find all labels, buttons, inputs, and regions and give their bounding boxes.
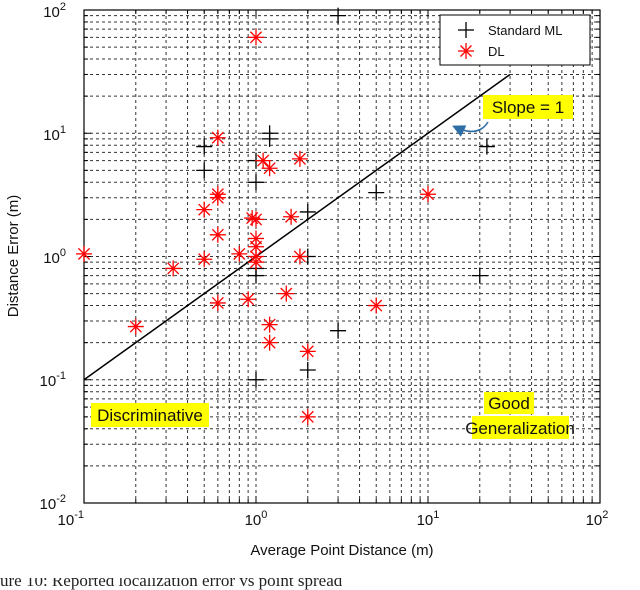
- dl-point: [248, 230, 264, 247]
- dl-point: [291, 150, 308, 167]
- slope-one-line: [83, 73, 511, 381]
- annotation-good-text: Good: [488, 394, 530, 413]
- data-points: [76, 7, 495, 425]
- dl-point: [420, 186, 436, 203]
- standard-ml-point: [330, 7, 347, 24]
- standard-ml-point: [368, 184, 385, 201]
- dl-point: [278, 285, 295, 302]
- standard-ml-point: [330, 322, 347, 339]
- legend: Standard ML DL: [439, 14, 591, 66]
- standard-ml-point: [471, 267, 488, 284]
- dl-point: [127, 318, 144, 335]
- annotation-generalization-text: Generalization: [465, 419, 575, 438]
- dl-point: [255, 152, 272, 169]
- dl-point: [209, 186, 226, 203]
- dl-point: [248, 29, 264, 46]
- annotation-slope-arrow: [452, 121, 489, 137]
- dl-point: [299, 408, 316, 425]
- standard-ml-point: [196, 138, 213, 155]
- legend-label-standard-ml: Standard ML: [488, 23, 562, 38]
- dl-point: [165, 260, 182, 277]
- dl-point: [231, 245, 248, 262]
- axis-ticks: [83, 10, 600, 504]
- annotation-slope-text: Slope = 1: [492, 98, 564, 117]
- legend-box: [439, 14, 591, 66]
- dl-point: [209, 129, 226, 146]
- dl-point: [291, 248, 308, 265]
- y-tick-label-4: 102: [43, 1, 66, 21]
- standard-ml-point: [248, 267, 264, 284]
- standard-ml-point: [299, 361, 316, 378]
- dl-point: [76, 245, 92, 262]
- dl-point: [261, 160, 278, 177]
- x-tick-label-3: 102: [586, 509, 609, 529]
- dl-point: [261, 316, 278, 333]
- annotation-slope: Slope = 1: [452, 95, 573, 137]
- dl-point: [244, 210, 261, 227]
- y-tick-label-1: 10-1: [40, 370, 66, 390]
- dl-point: [240, 291, 257, 308]
- caption-fragment: ure 10: Reported localization error vs p…: [0, 578, 343, 590]
- dl-point: [209, 226, 226, 243]
- standard-ml-point: [248, 371, 264, 388]
- y-tick-label-0: 10-2: [40, 493, 66, 513]
- dl-point: [261, 334, 278, 351]
- y-axis-label: Distance Error (m): [5, 195, 22, 318]
- standard-ml-point: [299, 203, 316, 220]
- standard-ml-point: [196, 162, 213, 179]
- annotation-discriminative: Discriminative: [91, 403, 209, 427]
- y-tick-label-3: 101: [43, 124, 66, 144]
- dl-point: [283, 208, 300, 225]
- legend-marker-standard-ml: [458, 22, 474, 38]
- standard-ml-point: [478, 138, 495, 155]
- x-tick-label-2: 101: [417, 509, 440, 529]
- standard-ml-point: [248, 174, 264, 191]
- annotation-discriminative-text: Discriminative: [97, 406, 203, 425]
- dl-point: [368, 297, 385, 314]
- dl-point: [248, 254, 264, 271]
- x-tick-label-1: 100: [245, 509, 268, 529]
- legend-label-dl: DL: [488, 44, 505, 59]
- dl-point: [299, 343, 316, 360]
- x-tick-label-0: 10-1: [58, 509, 84, 529]
- dl-point: [209, 294, 226, 311]
- annotation-good-generalization: Good Generalization: [465, 392, 575, 439]
- dl-point: [196, 201, 213, 218]
- y-tick-label-2: 100: [43, 247, 66, 267]
- standard-ml-point: [261, 130, 278, 147]
- legend-marker-dl: [458, 43, 474, 59]
- dl-point: [196, 251, 213, 268]
- x-axis-label: Average Point Distance (m): [250, 542, 433, 559]
